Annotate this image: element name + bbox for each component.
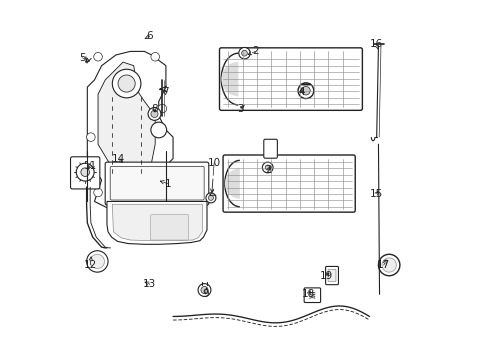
Circle shape [112,69,141,98]
Text: 3: 3 [237,104,244,113]
Text: 16: 16 [368,39,382,49]
FancyBboxPatch shape [105,162,208,205]
Text: 7: 7 [162,87,168,97]
Text: 4: 4 [297,87,304,98]
FancyBboxPatch shape [263,139,277,158]
Text: 15: 15 [369,189,383,199]
Polygon shape [107,202,206,244]
Text: 13: 13 [143,279,156,289]
Text: 9: 9 [202,289,208,299]
Text: 2: 2 [265,165,271,175]
Text: 8: 8 [151,104,158,114]
Circle shape [238,48,250,59]
Circle shape [151,122,166,138]
Circle shape [205,193,216,203]
Circle shape [201,287,207,294]
Circle shape [151,188,159,197]
Circle shape [81,168,89,176]
Text: 17: 17 [376,260,389,270]
Wedge shape [221,62,238,96]
Polygon shape [98,62,155,184]
Text: 12: 12 [83,260,97,270]
Circle shape [148,108,161,120]
Text: 6: 6 [146,31,153,41]
Circle shape [198,284,210,296]
FancyBboxPatch shape [150,215,188,240]
Circle shape [298,83,313,99]
Circle shape [118,75,135,92]
Circle shape [94,188,102,197]
Text: 11: 11 [83,161,97,171]
Circle shape [86,133,95,141]
Text: 5: 5 [79,53,85,63]
FancyBboxPatch shape [219,48,362,111]
Circle shape [94,53,102,61]
Circle shape [301,86,309,95]
Circle shape [262,162,272,173]
Text: 2: 2 [251,46,258,57]
Circle shape [151,111,158,117]
Circle shape [264,165,270,170]
Polygon shape [87,51,173,208]
Text: 19: 19 [319,271,333,281]
Circle shape [208,195,213,201]
Circle shape [119,173,134,189]
FancyBboxPatch shape [327,269,335,282]
Circle shape [76,163,94,181]
Circle shape [381,258,395,272]
Text: 14: 14 [112,154,125,164]
Wedge shape [224,168,240,199]
FancyBboxPatch shape [223,155,354,212]
FancyBboxPatch shape [70,157,100,189]
Circle shape [90,254,104,269]
Circle shape [158,104,166,113]
Circle shape [86,251,108,272]
Circle shape [151,53,159,61]
Circle shape [113,167,140,195]
Text: 10: 10 [207,158,220,168]
Text: 18: 18 [302,289,315,298]
FancyBboxPatch shape [325,266,338,285]
FancyBboxPatch shape [304,288,320,302]
Circle shape [378,254,399,276]
Polygon shape [112,204,202,241]
FancyBboxPatch shape [110,166,203,200]
Text: 1: 1 [164,179,171,189]
Circle shape [241,50,247,56]
